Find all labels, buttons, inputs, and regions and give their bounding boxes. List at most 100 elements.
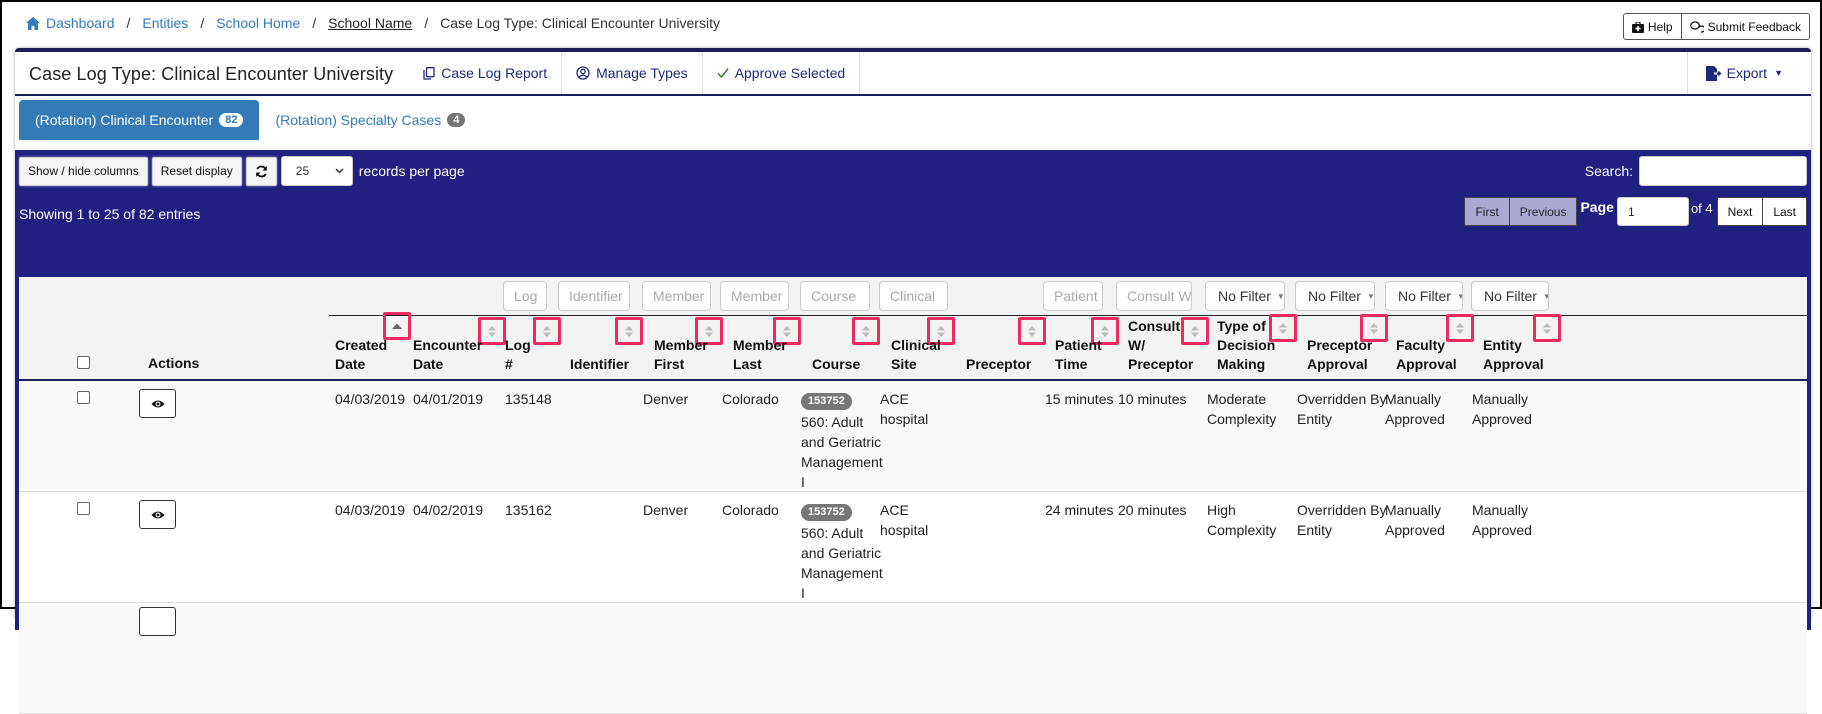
approval-line: Approved [1472, 411, 1532, 427]
breadcrumb-entities[interactable]: Entities [142, 15, 189, 31]
tab-specialty-cases[interactable]: (Rotation) Specialty Cases 4 [259, 100, 481, 140]
sort-log-number[interactable] [533, 317, 561, 345]
manage-types-label: Manage Types [596, 65, 688, 81]
chevron-down-icon [335, 168, 344, 174]
col-label: Site [891, 356, 917, 372]
cell-course: 153752 560: Adult and Geriatric Manageme… [801, 500, 883, 603]
page-number-input[interactable]: 1 [1616, 197, 1689, 226]
col-course[interactable]: Course [812, 356, 861, 372]
filter-log[interactable]: Log [503, 281, 547, 311]
breadcrumb-school-name[interactable]: School Name [328, 15, 413, 31]
sort-entity-approval[interactable] [1533, 314, 1561, 342]
tab-label: (Rotation) Clinical Encounter [35, 112, 214, 128]
course-line: Management [801, 565, 883, 581]
breadcrumb-current: Case Log Type: Clinical Encounter Univer… [440, 15, 720, 31]
col-label: Preceptor [1307, 337, 1373, 353]
filter-identifier[interactable]: Identifier [558, 281, 630, 311]
filter-member-first[interactable]: Member [642, 281, 711, 311]
records-per-page-value: 25 [295, 164, 310, 178]
case-log-report-button[interactable]: Case Log Report [409, 52, 561, 94]
filter-patient-time[interactable]: Patient [1043, 281, 1103, 311]
col-patient-time[interactable]: Patient Time [1055, 336, 1102, 374]
first-page-button[interactable]: First [1464, 197, 1510, 226]
breadcrumb-school-home[interactable]: School Home [216, 15, 301, 31]
submit-feedback-button[interactable]: Submit Feedback [1680, 14, 1809, 39]
col-label: Decision [1217, 337, 1276, 353]
col-member-last[interactable]: Member Last [733, 336, 787, 374]
view-button[interactable] [139, 607, 176, 636]
cell-entity-approval: Manually Approved [1472, 500, 1532, 540]
filter-entity-approval[interactable]: No Filter ▼ [1471, 281, 1549, 311]
sort-identifier[interactable] [615, 317, 643, 345]
sort-member-last[interactable] [773, 317, 801, 345]
filter-course[interactable]: Course [800, 281, 870, 311]
sort-preceptor-approval[interactable] [1360, 314, 1388, 342]
show-hide-columns-button[interactable]: Show / hide columns [19, 156, 148, 186]
sort-asc-icon [392, 323, 402, 329]
decision-line: Complexity [1207, 522, 1277, 538]
col-consult-preceptor[interactable]: Consult W/Preceptor [1128, 317, 1193, 374]
filter-member-last[interactable]: Member [720, 281, 789, 311]
sort-preceptor[interactable] [1018, 317, 1046, 345]
col-label: Log [505, 337, 531, 353]
page-count: of 4 [1690, 201, 1713, 216]
help-button[interactable]: Help [1624, 14, 1681, 39]
col-created-date[interactable]: Created Date [335, 336, 387, 374]
sort-icon [488, 325, 496, 337]
cell-preceptor-approval: Overridden By Entity [1297, 389, 1386, 429]
page-title: Case Log Type: Clinical Encounter Univer… [29, 64, 394, 84]
col-log-number[interactable]: Log # [505, 336, 531, 374]
refresh-button[interactable] [245, 156, 277, 186]
col-preceptor-approval[interactable]: Preceptor Approval [1307, 336, 1372, 374]
next-page-button[interactable]: Next [1716, 197, 1764, 226]
previous-page-button[interactable]: Previous [1509, 197, 1578, 226]
sort-consult[interactable] [1181, 317, 1209, 345]
row-checkbox[interactable] [77, 502, 90, 515]
export-dropdown[interactable]: Export ▼ [1686, 52, 1811, 94]
row-checkbox[interactable] [77, 391, 90, 404]
cell-log-number: 135148 [505, 391, 552, 407]
filter-preceptor-approval[interactable]: No Filter ▼ [1295, 281, 1375, 311]
approve-selected-button[interactable]: Approve Selected [701, 52, 860, 94]
feedback-label: Submit Feedback [1707, 20, 1801, 34]
records-per-page-select[interactable]: 25 [280, 156, 353, 186]
filter-clinical-site[interactable]: Clinical [879, 281, 948, 311]
header-divider [329, 315, 1807, 316]
sort-created-date[interactable] [383, 312, 411, 340]
col-identifier[interactable]: Identifier [570, 356, 630, 372]
sort-member-first[interactable] [695, 317, 723, 345]
col-label: Encounter [413, 337, 483, 353]
col-label: Time [1055, 356, 1088, 372]
view-button[interactable] [139, 389, 176, 418]
col-member-first[interactable]: Member First [654, 336, 708, 374]
tab-clinical-encounter[interactable]: (Rotation) Clinical Encounter 82 [19, 100, 260, 140]
col-decision-making[interactable]: Type of Decision Making [1217, 317, 1275, 374]
manage-types-button[interactable]: Manage Types [561, 52, 702, 94]
filter-faculty-approval[interactable]: No Filter ▼ [1385, 281, 1463, 311]
cell-member-last: Colorado [722, 502, 779, 518]
sort-course[interactable] [852, 317, 880, 345]
col-entity-approval[interactable]: Entity Approval [1483, 336, 1544, 374]
filter-value: No Filter [1218, 288, 1271, 304]
filter-consult[interactable]: Consult W [1116, 281, 1192, 311]
last-page-button[interactable]: Last [1763, 197, 1807, 226]
col-faculty-approval[interactable]: Faculty Approval [1396, 336, 1457, 374]
approval-line: Overridden By [1297, 502, 1387, 518]
view-button[interactable] [139, 500, 176, 529]
breadcrumb-dashboard[interactable]: Dashboard [46, 15, 115, 31]
search-input[interactable] [1639, 156, 1807, 186]
sort-patient-time[interactable] [1091, 317, 1119, 345]
first-aid-kit-icon [1631, 21, 1644, 33]
sort-encounter-date[interactable] [478, 317, 506, 345]
filter-value: No Filter [1484, 288, 1537, 304]
filter-decision-making[interactable]: No Filter ▼ [1205, 281, 1285, 311]
sort-faculty-approval[interactable] [1446, 314, 1474, 342]
sort-decision-making[interactable] [1269, 314, 1297, 342]
select-all-checkbox[interactable] [77, 356, 90, 369]
help-label: Help [1647, 20, 1673, 34]
col-preceptor[interactable]: Preceptor [966, 356, 1032, 372]
col-clinical-site[interactable]: Clinical Site [891, 336, 941, 374]
sort-clinical-site[interactable] [927, 317, 955, 345]
col-encounter-date[interactable]: Encounter Date [413, 336, 482, 374]
reset-display-button[interactable]: Reset display [151, 156, 242, 186]
